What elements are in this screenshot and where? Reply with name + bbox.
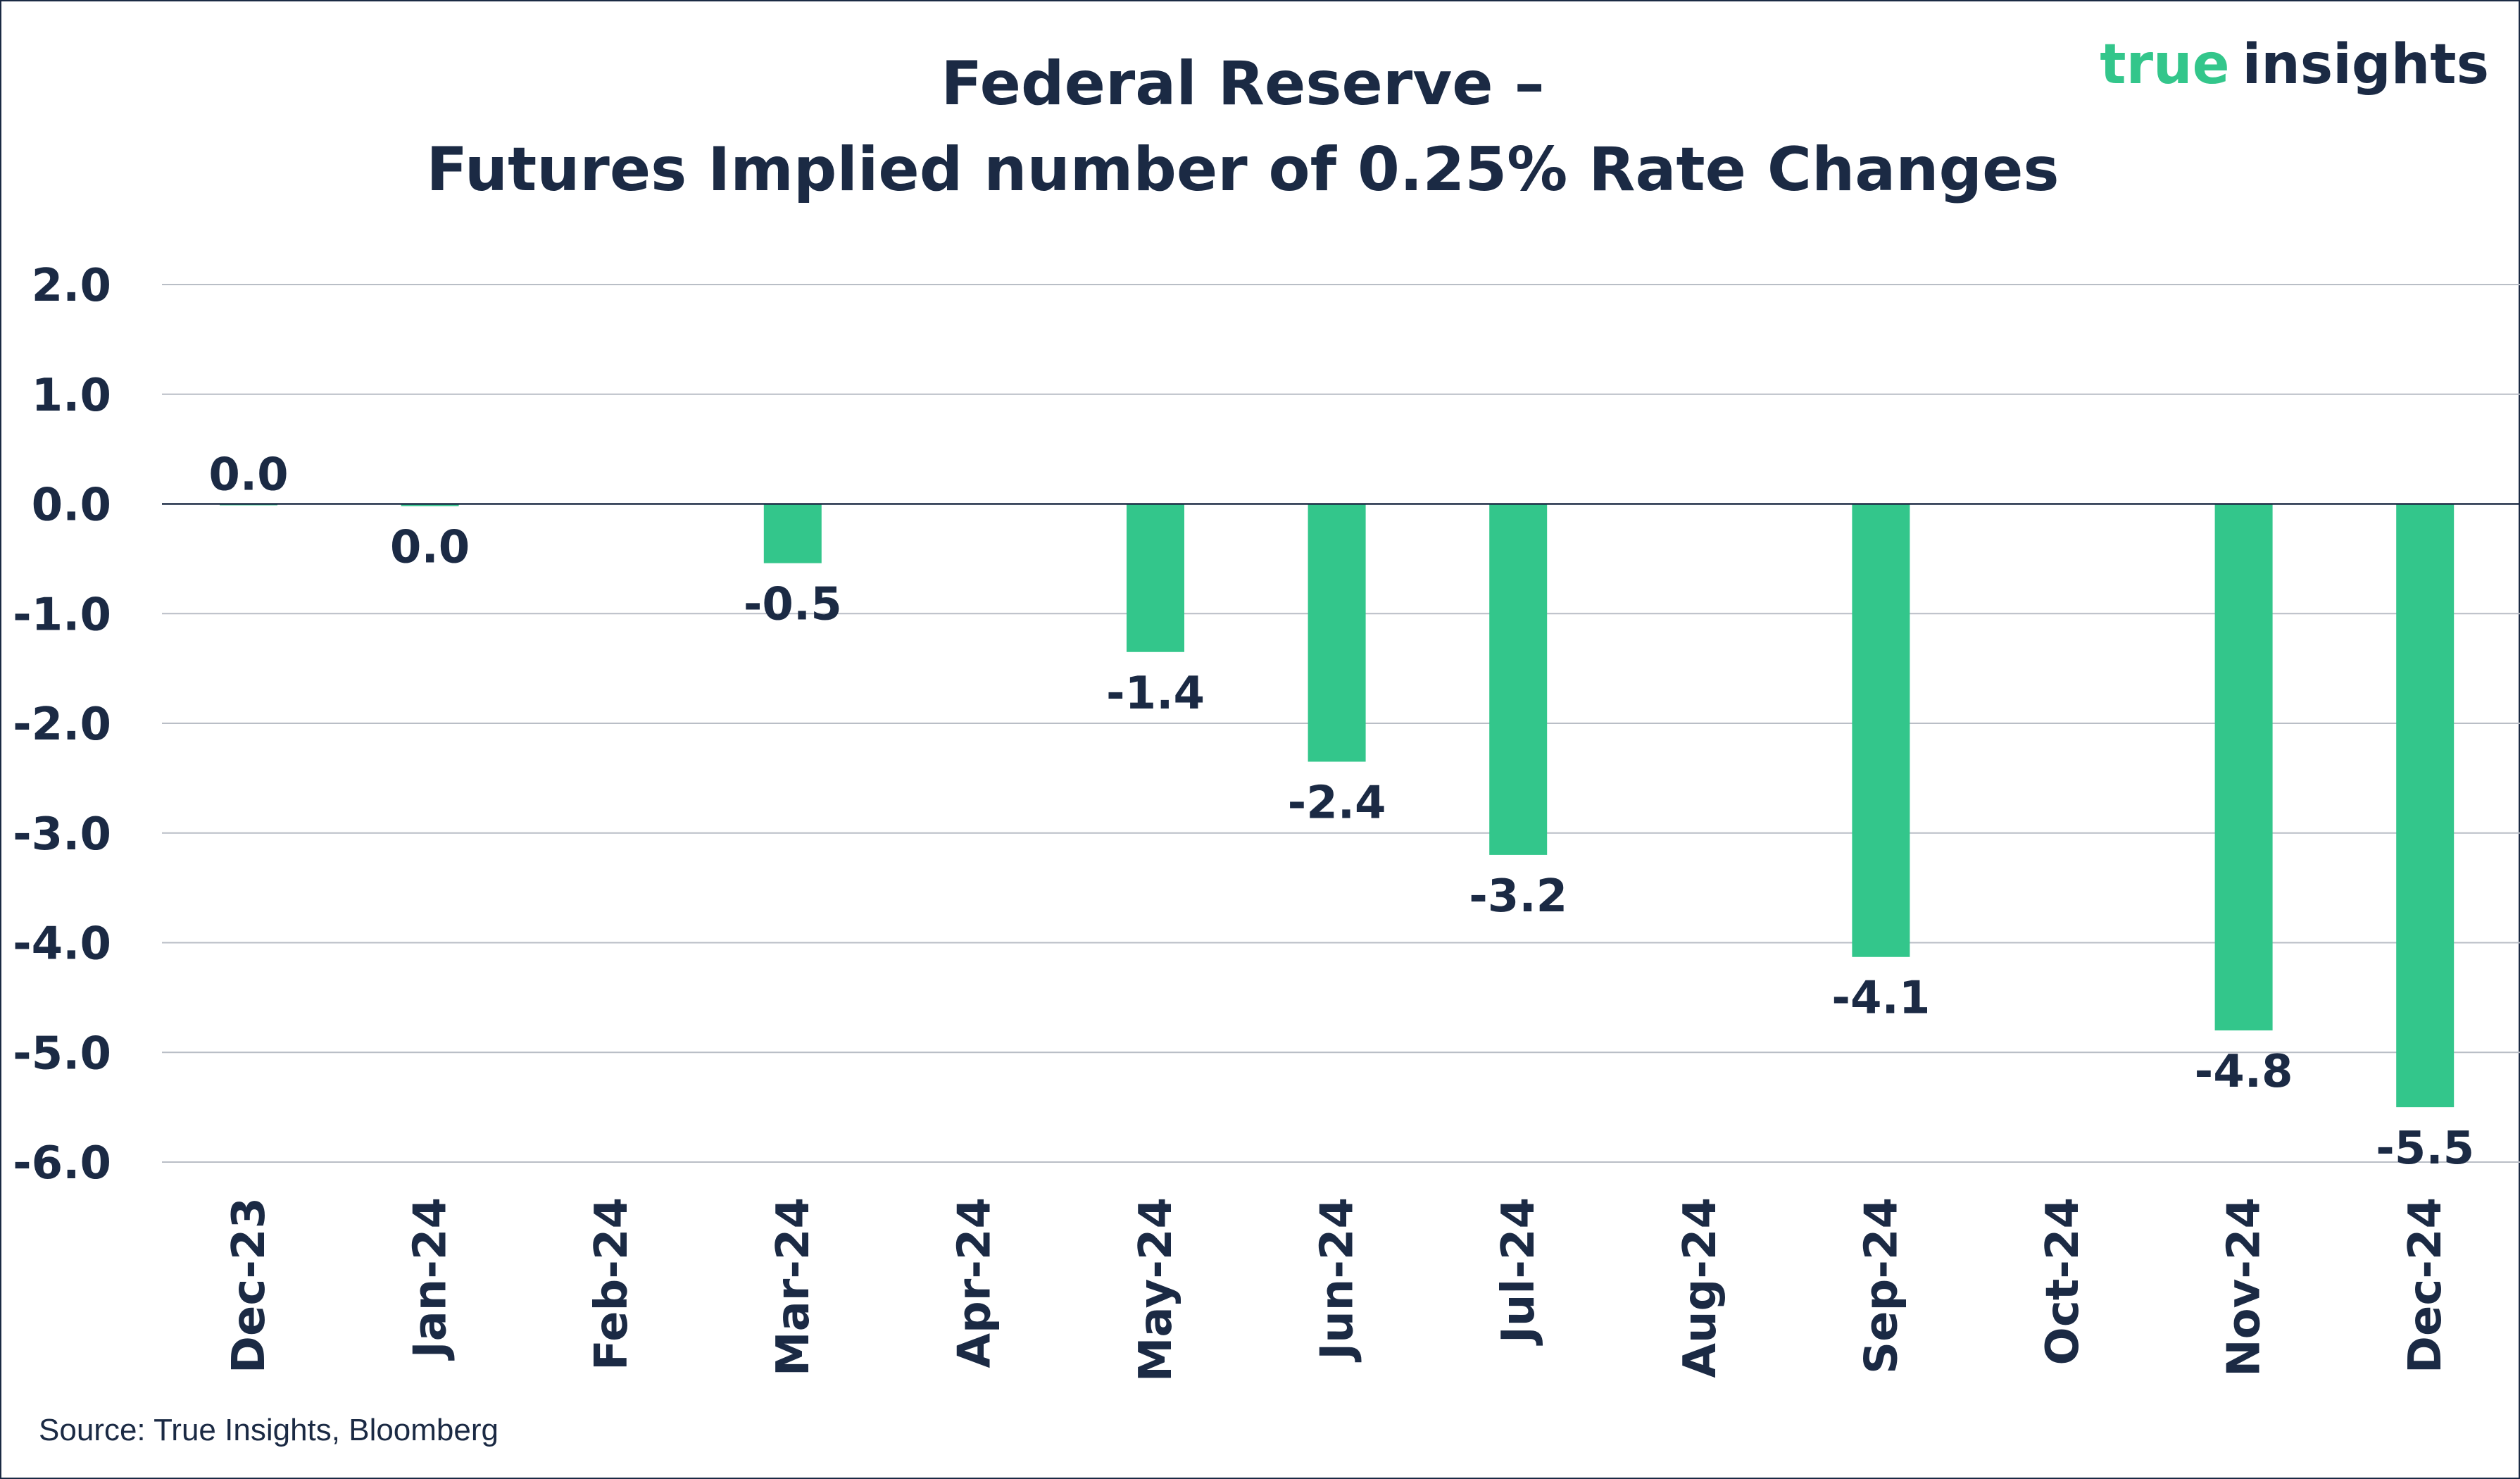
x-tick-label: Jan-24: [405, 1197, 457, 1361]
data-label: -4.8: [2195, 1046, 2293, 1098]
x-tick-label: Jul-24: [1493, 1197, 1545, 1346]
bar: [1308, 504, 1366, 762]
y-axis-ticks: 2.0 1.0 0.0 -1.0 -2.0 -3.0 -4.0 -5.0 -6.0: [13, 260, 111, 1190]
source-note: Source: True Insights, Bloomberg: [39, 1413, 499, 1447]
bar: [763, 504, 822, 563]
y-tick-label: -6.0: [13, 1137, 111, 1190]
bar: [401, 504, 459, 506]
y-tick-label: -1.0: [13, 589, 111, 641]
x-tick-label: Apr-24: [948, 1197, 1001, 1368]
data-label: 0.0: [208, 449, 288, 501]
data-label: -0.5: [744, 579, 842, 631]
bars: [220, 504, 2455, 1108]
x-tick-label: Mar-24: [767, 1197, 820, 1376]
x-tick-label: Sep-24: [1855, 1197, 1907, 1374]
y-tick-label: -5.0: [13, 1028, 111, 1080]
y-tick-label: -4.0: [13, 918, 111, 971]
gridlines: [162, 284, 2520, 1163]
y-tick-label: -2.0: [13, 699, 111, 751]
bar: [1127, 504, 1184, 652]
data-labels: 0.0 0.0 -0.5 -1.4 -2.4 -3.2 -4.1 -4.8 -5.5: [208, 449, 2474, 1175]
x-tick-label: Aug-24: [1674, 1197, 1726, 1378]
data-label: -2.4: [1288, 778, 1386, 830]
x-tick-label: Nov-24: [2219, 1197, 2271, 1377]
x-tick-label: Dec-23: [223, 1197, 275, 1373]
x-tick-label: May-24: [1130, 1197, 1182, 1382]
bar: [1489, 504, 1548, 855]
bar: [1852, 504, 1910, 957]
chart-title-line-2: Futures Implied number of 0.25% Rate Cha…: [426, 135, 2059, 205]
y-tick-label: 1.0: [32, 370, 111, 422]
x-tick-label: Feb-24: [586, 1197, 638, 1371]
data-label: -5.5: [2376, 1123, 2474, 1175]
y-tick-label: -3.0: [13, 809, 111, 861]
data-label: 0.0: [390, 522, 470, 574]
data-label: -1.4: [1106, 668, 1205, 720]
x-tick-label: Dec-24: [2400, 1197, 2452, 1373]
bar: [2396, 504, 2455, 1108]
chart-title-line-1: Federal Reserve –: [941, 49, 1544, 119]
y-tick-label: 0.0: [32, 480, 111, 532]
x-axis-ticks: Dec-23 Jan-24 Feb-24 Mar-24 Apr-24 May-24 Jun-…: [223, 1197, 2452, 1382]
x-tick-label: Oct-24: [2037, 1197, 2089, 1366]
true-insights-logo: true insights: [2100, 33, 2489, 96]
bar: [2214, 504, 2273, 1031]
data-label: -3.2: [1469, 870, 1567, 923]
x-tick-label: Jun-24: [1312, 1197, 1364, 1363]
y-tick-label: 2.0: [32, 260, 111, 312]
data-label: -4.1: [1831, 973, 1930, 1025]
